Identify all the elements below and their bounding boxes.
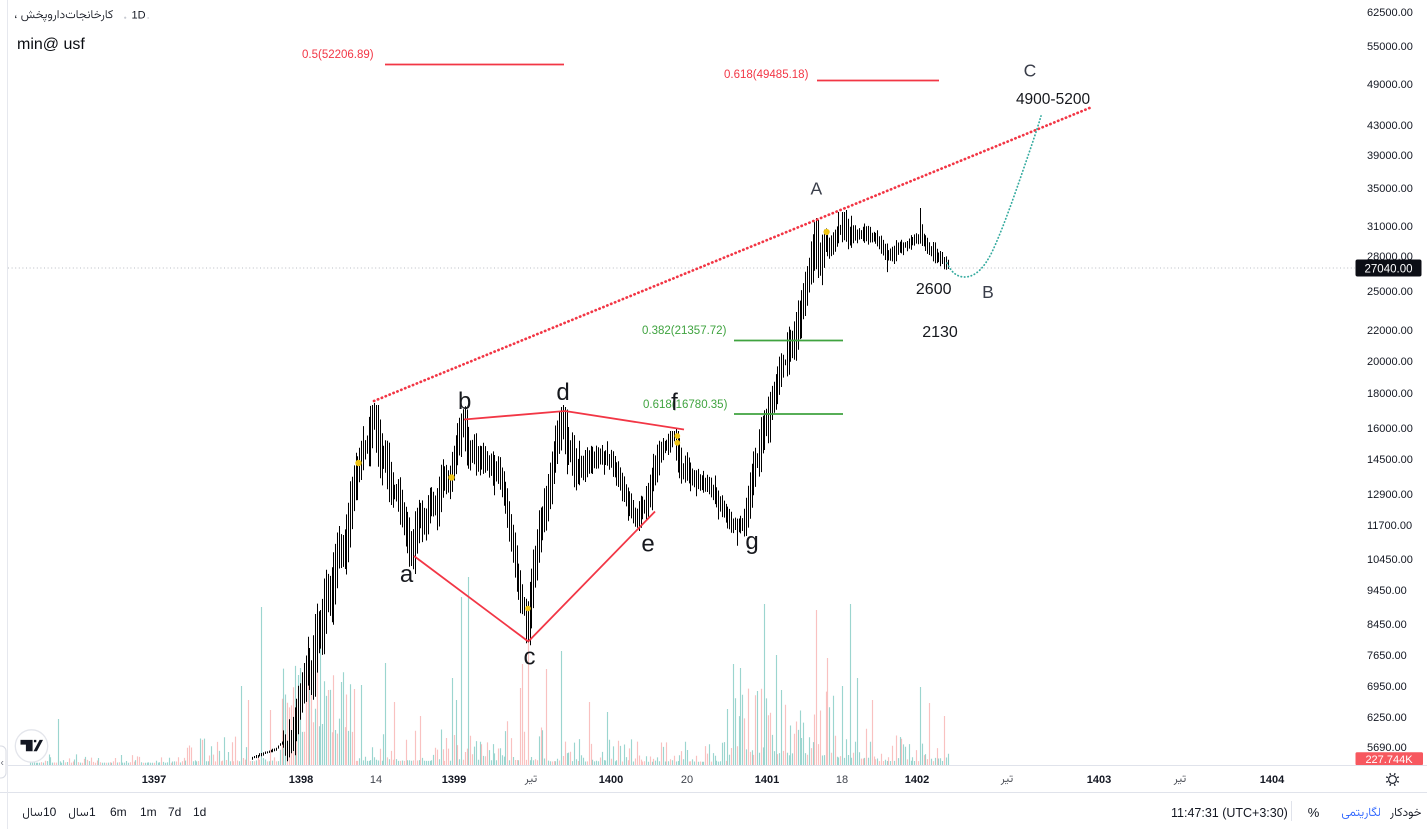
svg-text:16000.00: 16000.00 xyxy=(1367,423,1413,435)
svg-text:12900.00: 12900.00 xyxy=(1367,489,1413,501)
svg-text:f: f xyxy=(671,389,678,416)
svg-text:4900-5200: 4900-5200 xyxy=(1016,91,1091,108)
svg-text:20000.00: 20000.00 xyxy=(1367,356,1413,368)
svg-text:11700.00: 11700.00 xyxy=(1367,520,1412,532)
svg-text:d: d xyxy=(556,379,569,406)
svg-text:1402: 1402 xyxy=(905,774,929,786)
svg-text:0.5(52206.89): 0.5(52206.89) xyxy=(302,49,374,61)
svg-text:1403: 1403 xyxy=(1087,774,1111,786)
svg-text:27040.00: 27040.00 xyxy=(1365,263,1413,275)
svg-text:10: 10 xyxy=(43,805,57,819)
svg-text:1398: 1398 xyxy=(289,774,313,786)
svg-text:55000.00: 55000.00 xyxy=(1367,41,1413,53)
svg-text:1397: 1397 xyxy=(142,774,166,786)
svg-text:227.744K: 227.744K xyxy=(1365,754,1413,766)
svg-text:1404: 1404 xyxy=(1260,774,1285,786)
svg-text:1401: 1401 xyxy=(755,774,779,786)
svg-text:14500.00: 14500.00 xyxy=(1367,454,1413,466)
svg-text:7650.00: 7650.00 xyxy=(1367,650,1407,662)
svg-text:62500.00: 62500.00 xyxy=(1367,7,1413,19)
svg-text:0.382(21357.72): 0.382(21357.72) xyxy=(642,325,727,337)
svg-text:18000.00: 18000.00 xyxy=(1367,388,1413,400)
svg-text:e: e xyxy=(641,531,654,558)
svg-text:C: C xyxy=(1024,61,1037,81)
svg-text:8450.00: 8450.00 xyxy=(1367,619,1407,631)
svg-text:6950.00: 6950.00 xyxy=(1367,681,1407,693)
svg-text:a: a xyxy=(400,561,414,588)
svg-text:5690.00: 5690.00 xyxy=(1367,742,1407,754)
svg-text:10450.00: 10450.00 xyxy=(1367,554,1413,566)
svg-text:0.618(16780.35): 0.618(16780.35) xyxy=(643,399,728,411)
svg-text:9450.00: 9450.00 xyxy=(1367,585,1407,597)
svg-text:1m: 1m xyxy=(140,805,157,819)
svg-text:min@ usf: min@ usf xyxy=(17,36,85,53)
svg-text:1399: 1399 xyxy=(442,774,466,786)
svg-text:0.618(49485.18): 0.618(49485.18) xyxy=(724,69,809,81)
svg-text:‹: ‹ xyxy=(1,758,4,769)
svg-text:39000.00: 39000.00 xyxy=(1367,150,1413,162)
svg-text:B: B xyxy=(982,282,994,302)
svg-text:1D: 1D xyxy=(132,10,146,22)
svg-text:A: A xyxy=(810,179,822,199)
svg-text:c: c xyxy=(524,644,536,671)
svg-text:35000.00: 35000.00 xyxy=(1367,183,1413,195)
svg-text:1: 1 xyxy=(89,805,96,819)
svg-text:1400: 1400 xyxy=(599,774,623,786)
svg-text:2130: 2130 xyxy=(922,324,958,341)
svg-text:49000.00: 49000.00 xyxy=(1367,79,1413,91)
svg-text:18: 18 xyxy=(836,774,848,786)
svg-text:31000.00: 31000.00 xyxy=(1367,221,1413,233)
svg-text:43000.00: 43000.00 xyxy=(1367,120,1413,132)
svg-text:20: 20 xyxy=(681,774,693,786)
svg-text:6250.00: 6250.00 xyxy=(1367,712,1407,724)
svg-text:1d: 1d xyxy=(193,805,206,819)
svg-text:11:47:31 (UTC+3:30): 11:47:31 (UTC+3:30) xyxy=(1171,806,1288,820)
svg-text:25000.00: 25000.00 xyxy=(1367,286,1413,298)
svg-text:b: b xyxy=(458,388,471,415)
svg-text:6m: 6m xyxy=(110,805,127,819)
svg-text:22000.00: 22000.00 xyxy=(1367,325,1413,337)
svg-text:14: 14 xyxy=(370,774,382,786)
svg-text:2600: 2600 xyxy=(916,281,952,298)
svg-text:g: g xyxy=(745,528,758,555)
svg-text:%: % xyxy=(1308,805,1320,820)
svg-text:7d: 7d xyxy=(168,805,181,819)
